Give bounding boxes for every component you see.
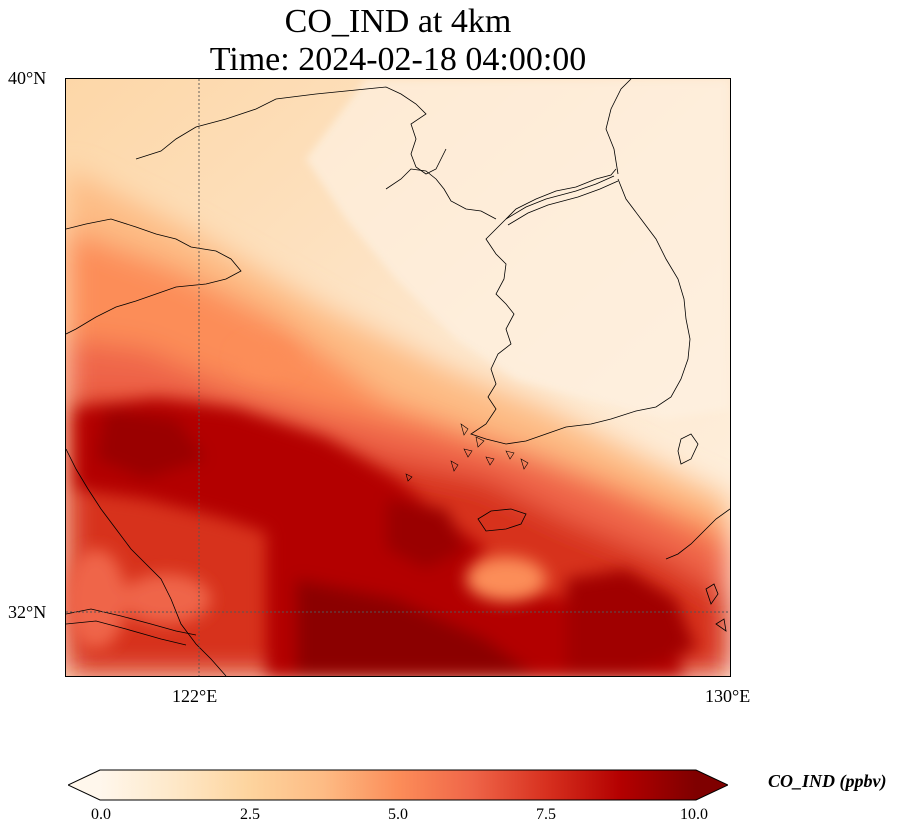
colorbar-label: CO_IND (ppbv): [768, 771, 887, 791]
colorbar-tick-2-5: 2.5: [240, 806, 260, 823]
colorbar-tick-10: 10.0: [680, 806, 708, 823]
kyushu-islands: [705, 583, 727, 632]
colorbar-tick-7-5: 7.5: [536, 806, 556, 823]
lon-label-122: 122°E: [172, 686, 218, 706]
colorbar-extend-max: [696, 770, 728, 800]
tsushima-island: [677, 433, 699, 465]
gridlines: [66, 79, 730, 676]
map-panel: [65, 78, 731, 677]
colorbar-extend-min: [68, 770, 100, 800]
korea-dmz-boundary: [505, 175, 619, 226]
map-title: CO_IND at 4km: [284, 3, 512, 40]
light-patches: [66, 341, 546, 649]
colorbar-tick-5: 5.0: [388, 806, 408, 823]
high-concentration-cores: [76, 399, 696, 676]
north-korea-west-coast: [385, 168, 497, 220]
jeju-island: [477, 508, 527, 532]
low-region-korea: [306, 79, 730, 419]
lon-label-130: 130°E: [705, 686, 751, 706]
colorbar: [68, 769, 728, 801]
colorbar-gradient: [100, 770, 696, 800]
shandong-coastline: [66, 218, 242, 335]
korea-north-coast: [605, 79, 632, 175]
china-coastline-south: [66, 448, 227, 676]
lat-label-32: 32°N: [8, 602, 47, 622]
lat-label-40: 40°N: [8, 68, 47, 88]
korea-west-coastline: [470, 168, 691, 445]
yangtze-mouth: [66, 608, 197, 646]
map-time-subtitle: Time: 2024-02-18 04:00:00: [209, 41, 587, 78]
coastlines: [66, 79, 730, 676]
kyushu-coast: [665, 508, 730, 560]
colorbar-outline: [68, 769, 728, 801]
colorbar-tick-0: 0.0: [91, 806, 111, 823]
korea-sw-islands: [405, 423, 529, 482]
concentration-map: [66, 79, 730, 676]
